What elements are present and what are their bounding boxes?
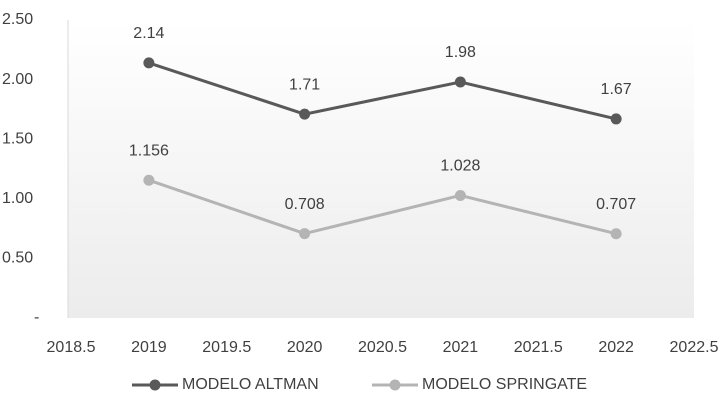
plot-background <box>68 20 694 318</box>
data-label: 1.028 <box>440 158 480 175</box>
x-tick-label: 2022 <box>598 339 634 356</box>
point <box>454 76 466 88</box>
y-tick-label: 2.00 <box>2 71 33 88</box>
x-tick-label: 2019 <box>131 339 167 356</box>
legend-marker <box>149 379 161 391</box>
data-label: 2.14 <box>133 25 164 42</box>
x-tick-label: 2021 <box>443 339 479 356</box>
data-label: 1.67 <box>601 81 632 98</box>
data-label: 1.98 <box>445 44 476 61</box>
x-tick-label: 2018.5 <box>47 339 96 356</box>
y-tick-label: 1.50 <box>2 130 33 147</box>
data-label: 0.708 <box>285 196 325 213</box>
legend-label: MODELO SPRINGATE <box>422 376 587 393</box>
point <box>454 189 466 201</box>
legend-marker <box>389 379 401 391</box>
series-line <box>148 178 617 236</box>
y-tick-label: 2.50 <box>2 11 33 28</box>
y-tick-label: 0.50 <box>2 250 33 267</box>
x-tick-label: 2021.5 <box>514 339 563 356</box>
y-tick-label: 1.00 <box>2 190 33 207</box>
data-label: 1.71 <box>289 76 320 93</box>
data-label: 1.156 <box>129 142 169 159</box>
point <box>299 108 311 120</box>
data-label: 0.707 <box>596 196 636 213</box>
point <box>610 113 622 125</box>
x-tick-label: 2020.5 <box>358 339 407 356</box>
point <box>299 228 311 240</box>
series-line <box>148 61 617 121</box>
x-tick-label: 2022.5 <box>670 339 719 356</box>
legend-label: MODELO ALTMAN <box>182 376 319 393</box>
point <box>143 57 155 69</box>
point <box>610 228 622 240</box>
x-tick-label: 2020 <box>287 339 323 356</box>
y-tick-label: - <box>34 309 39 326</box>
point <box>143 174 155 186</box>
x-tick-label: 2019.5 <box>202 339 251 356</box>
